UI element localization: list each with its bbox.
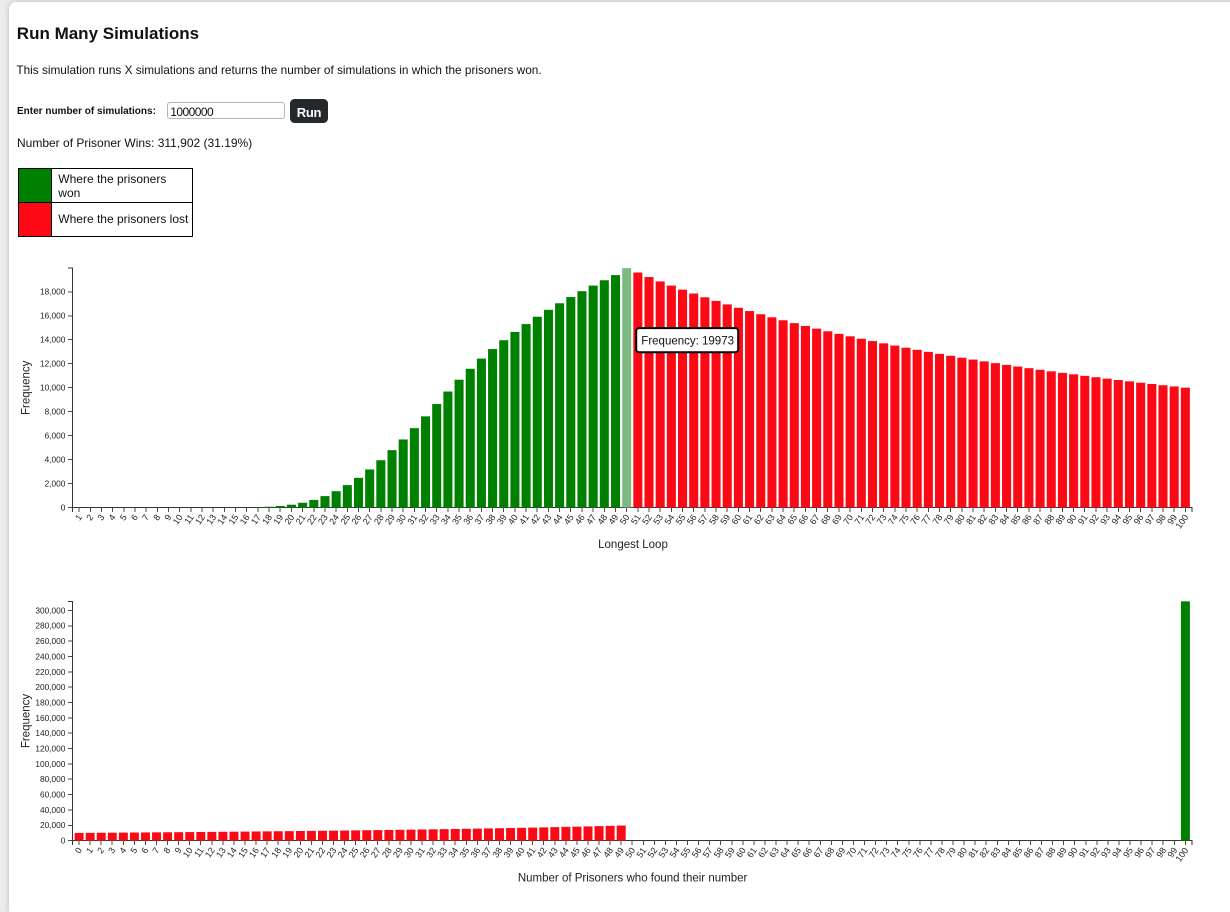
- svg-text:0: 0: [61, 502, 66, 512]
- svg-text:12,000: 12,000: [40, 359, 66, 369]
- svg-text:0: 0: [73, 846, 84, 856]
- svg-text:4: 4: [117, 846, 128, 856]
- svg-text:6: 6: [139, 846, 150, 856]
- svg-text:200,000: 200,000: [35, 682, 65, 692]
- svg-text:18,000: 18,000: [40, 287, 66, 297]
- svg-text:80,000: 80,000: [40, 774, 66, 784]
- svg-text:Longest Loop: Longest Loop: [598, 539, 668, 551]
- svg-text:Frequency: Frequency: [21, 694, 33, 749]
- svg-text:Number of Prisoners who found: Number of Prisoners who found their numb…: [518, 872, 748, 884]
- svg-text:5: 5: [128, 846, 139, 856]
- svg-text:2,000: 2,000: [45, 478, 66, 488]
- svg-text:14,000: 14,000: [40, 335, 66, 345]
- svg-text:280,000: 280,000: [35, 621, 65, 631]
- svg-text:2: 2: [95, 846, 106, 856]
- svg-text:120,000: 120,000: [35, 744, 65, 754]
- svg-text:0: 0: [61, 836, 66, 846]
- svg-text:1: 1: [73, 513, 84, 523]
- svg-text:100: 100: [1174, 513, 1191, 531]
- svg-text:Frequency: Frequency: [21, 360, 33, 415]
- svg-text:7: 7: [140, 513, 151, 523]
- svg-text:4: 4: [107, 513, 118, 523]
- svg-text:20,000: 20,000: [40, 820, 66, 830]
- svg-text:140,000: 140,000: [35, 728, 65, 738]
- svg-text:16,000: 16,000: [40, 311, 66, 321]
- svg-text:10,000: 10,000: [40, 383, 66, 393]
- svg-text:3: 3: [95, 513, 106, 523]
- svg-text:1: 1: [84, 846, 95, 856]
- svg-text:Frequency: 19973: Frequency: 19973: [641, 335, 734, 347]
- svg-text:300,000: 300,000: [35, 605, 65, 615]
- svg-text:8: 8: [151, 513, 162, 523]
- svg-text:2: 2: [84, 513, 95, 523]
- svg-text:100,000: 100,000: [35, 759, 65, 769]
- svg-text:40,000: 40,000: [40, 805, 66, 815]
- svg-text:240,000: 240,000: [35, 651, 65, 661]
- svg-text:6,000: 6,000: [45, 431, 66, 441]
- svg-text:3: 3: [106, 846, 117, 856]
- svg-text:8,000: 8,000: [45, 407, 66, 417]
- svg-text:60,000: 60,000: [40, 790, 66, 800]
- svg-text:4,000: 4,000: [45, 455, 66, 465]
- svg-text:180,000: 180,000: [35, 697, 65, 707]
- svg-text:260,000: 260,000: [35, 636, 65, 646]
- svg-text:7: 7: [150, 846, 161, 856]
- svg-text:160,000: 160,000: [35, 713, 65, 723]
- svg-text:220,000: 220,000: [35, 667, 65, 677]
- svg-text:6: 6: [129, 513, 140, 523]
- svg-text:100: 100: [1174, 846, 1191, 864]
- svg-text:5: 5: [118, 513, 129, 523]
- svg-text:8: 8: [161, 846, 172, 856]
